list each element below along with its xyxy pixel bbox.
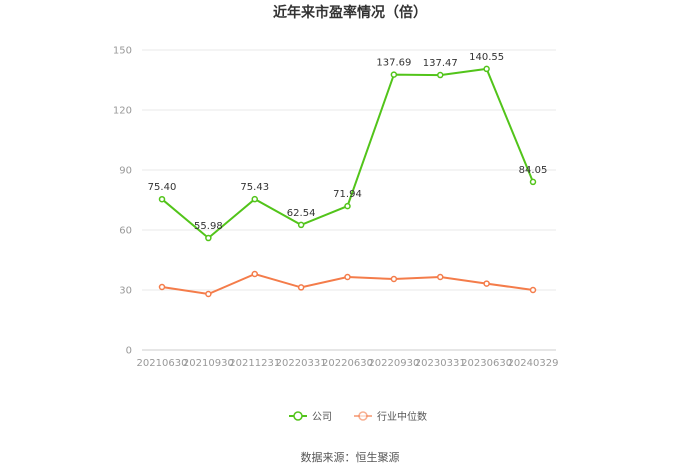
data-point — [390, 71, 398, 78]
x-tick-label: 20230630 — [461, 358, 512, 369]
y-tick-label: 90 — [119, 166, 132, 177]
data-label: 55.98 — [194, 221, 223, 232]
y-tick-label: 120 — [113, 106, 132, 117]
data-label: 75.43 — [240, 182, 269, 193]
data-point — [251, 270, 258, 278]
data-label: 62.54 — [287, 208, 316, 219]
y-tick-label: 0 — [126, 346, 132, 357]
data-point — [158, 195, 166, 203]
x-tick-label: 20210930 — [183, 358, 234, 369]
legend: 公司 行业中位数 — [289, 410, 427, 423]
data-point — [205, 234, 212, 242]
x-tick-label: 20210630 — [137, 358, 188, 369]
data-point — [158, 283, 166, 291]
x-tick-label: 20220630 — [322, 358, 373, 369]
series-lines — [158, 65, 537, 298]
data-point — [529, 178, 537, 186]
data-point — [205, 290, 212, 298]
x-tick-label: 20220930 — [368, 358, 419, 369]
legend-label: 行业中位数 — [377, 410, 427, 423]
data-label: 137.47 — [423, 58, 458, 69]
data-point — [344, 202, 351, 210]
y-tick-label: 150 — [113, 46, 132, 57]
data-label: 84.05 — [519, 165, 548, 176]
data-point — [297, 221, 305, 229]
legend-label: 公司 — [312, 412, 332, 423]
data-labels: 75.40 55.98 75.43 62.54 71.94 137.69 137.47 140… — [148, 52, 548, 232]
data-label: 75.40 — [148, 182, 177, 193]
chart-title: 近年来市盈率情况（倍） — [273, 4, 427, 21]
data-point — [437, 273, 444, 281]
y-tick-label: 30 — [119, 286, 132, 297]
data-point — [344, 273, 351, 281]
legend-marker-1 — [358, 411, 368, 421]
x-axis-ticks: 2021063020210930202112312022033120220630… — [137, 358, 559, 369]
data-point — [251, 195, 258, 203]
data-label: 140.55 — [469, 52, 504, 63]
data-point — [529, 286, 537, 294]
data-point — [390, 275, 398, 283]
data-label: 137.69 — [376, 58, 411, 69]
grid-lines — [142, 49, 556, 351]
x-tick-label: 20220331 — [276, 358, 327, 369]
x-tick-label: 20211231 — [229, 358, 280, 369]
source-note: 数据来源：恒生聚源 — [301, 450, 400, 464]
y-axis-ticks: 0 30 60 90 120 150 — [113, 46, 132, 357]
data-point — [483, 65, 490, 73]
x-tick-label: 20240329 — [508, 358, 559, 369]
y-tick-label: 60 — [119, 226, 132, 237]
data-label: 71.94 — [333, 189, 362, 200]
x-tick-label: 20230331 — [415, 358, 466, 369]
data-point — [297, 284, 305, 291]
legend-marker-0 — [293, 411, 303, 421]
series-line-0 — [161, 67, 534, 240]
data-point — [483, 280, 490, 287]
data-point — [437, 71, 444, 79]
